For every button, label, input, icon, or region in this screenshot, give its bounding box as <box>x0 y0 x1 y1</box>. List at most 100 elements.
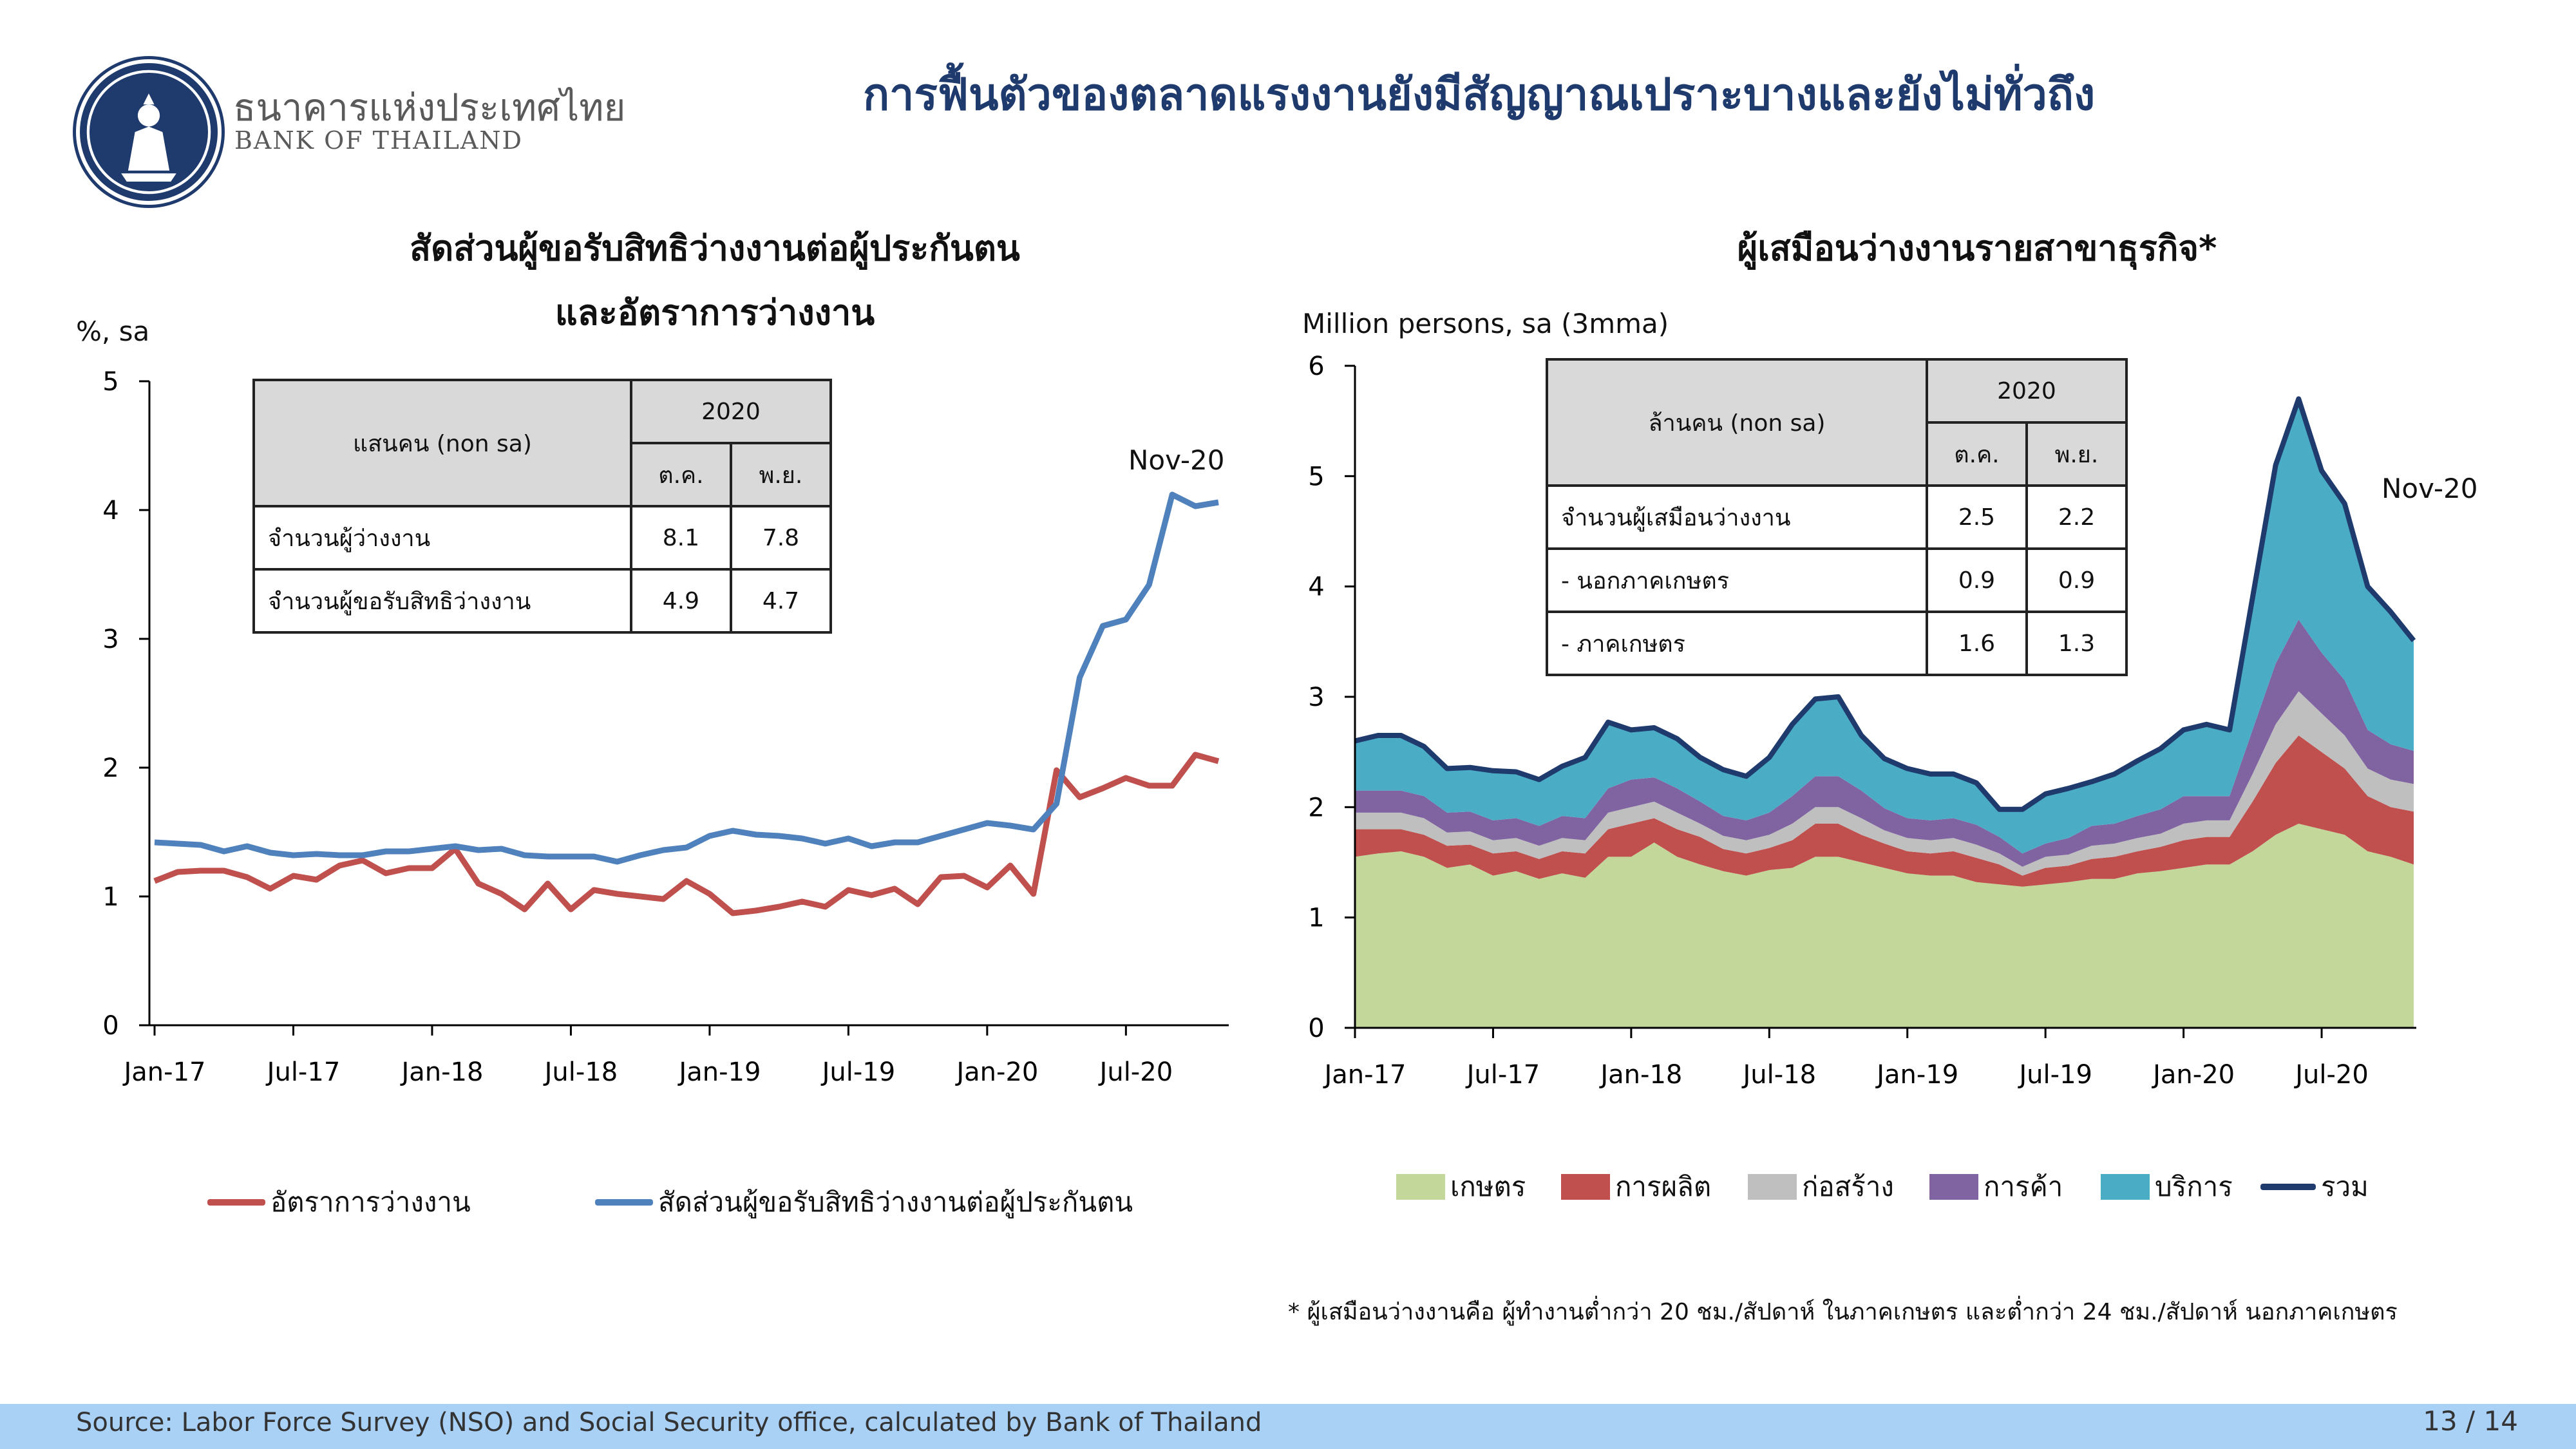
legend-label: บริการ <box>2155 1171 2233 1202</box>
x-tick-label: Jan-18 <box>399 1057 483 1087</box>
right-table-col-oct: ต.ค. <box>1925 421 2028 487</box>
footer-bar <box>0 1404 2576 1449</box>
table-row: จำนวนผู้เสมือนว่างงาน 2.5 2.2 <box>1546 484 2128 550</box>
x-tick-label: Jan-20 <box>2151 1060 2235 1090</box>
x-tick-label: Jul-18 <box>543 1057 618 1087</box>
footnote: * ผู้เสมือนว่างงานคือ ผู้ทำงานต่ำกว่า 20… <box>1288 1299 2398 1325</box>
left-table-cell: 7.8 <box>729 505 833 571</box>
legend-services: บริการ <box>2101 1166 2233 1208</box>
left-table-header-label: แสนคน (non sa) <box>252 379 632 507</box>
table-row: จำนวนผู้ว่างงาน 8.1 7.8 <box>252 505 833 571</box>
y-tick-label: 3 <box>1308 683 1324 712</box>
legend-swatch <box>1396 1174 1445 1200</box>
right-chart-title: ผู้เสมือนว่างงานรายสาขาธุรกิจ* <box>1737 228 2217 269</box>
legend-agriculture: เกษตร <box>1396 1166 1526 1208</box>
x-tick-label: Jul-18 <box>1741 1060 1817 1090</box>
legend-swatch <box>595 1199 653 1206</box>
left-table-col-oct: ต.ค. <box>629 442 732 507</box>
legend-trade: การค้า <box>1929 1166 2063 1208</box>
legend-label: อัตราการว่างงาน <box>270 1186 471 1218</box>
bank-name-thai: ธนาคารแห่งประเทศไทย <box>233 86 626 129</box>
legend-swatch <box>1748 1174 1797 1200</box>
right-table-header-label: ล้านคน (non sa) <box>1546 358 1928 487</box>
right-table-cell: 0.9 <box>2025 547 2128 613</box>
right-table-row-label: จำนวนผู้เสมือนว่างงาน <box>1546 484 1928 550</box>
x-tick-label: Jan-19 <box>1875 1060 1958 1090</box>
left-table-row-label: จำนวนผู้ว่างงาน <box>252 505 632 571</box>
right-table-row-label: - นอกภาคเกษตร <box>1546 547 1928 613</box>
x-tick-label: Jul-20 <box>2293 1060 2369 1090</box>
table-row: - นอกภาคเกษตร 0.9 0.9 <box>1546 547 2128 613</box>
x-tick-label: Jan-17 <box>122 1057 206 1087</box>
left-table-cell: 4.9 <box>629 568 732 634</box>
right-annotation-nov20: Nov-20 <box>2382 473 2478 504</box>
y-tick-label: 1 <box>1308 904 1324 933</box>
legend-construction: ก่อสร้าง <box>1748 1166 1894 1208</box>
page-number: 13 / 14 <box>2423 1405 2518 1437</box>
area-trade <box>1355 620 2414 867</box>
x-tick-label: Jan-17 <box>1323 1060 1406 1090</box>
y-tick-label: 6 <box>1308 352 1324 381</box>
left-table-col-nov: พ.ย. <box>729 442 833 507</box>
y-tick-label: 3 <box>102 625 118 654</box>
left-y-unit: %, sa <box>76 316 150 347</box>
y-tick-label: 2 <box>102 753 118 783</box>
legend-label: การค้า <box>1984 1171 2063 1202</box>
x-tick-label: Jul-19 <box>820 1057 896 1087</box>
series-unemployment-rate-line <box>153 752 1220 916</box>
y-tick-label: 5 <box>1308 462 1324 491</box>
legend-label: เกษตร <box>1450 1171 1526 1202</box>
left-chart-title-line2: และอัตราการว่างงาน <box>554 292 875 333</box>
x-tick-label: Jul-17 <box>265 1057 341 1087</box>
right-table-col-nov: พ.ย. <box>2025 421 2128 487</box>
y-tick-label: 0 <box>1308 1014 1324 1043</box>
y-tick-label: 4 <box>102 496 118 526</box>
right-table-year: 2020 <box>1925 358 2128 424</box>
legend-total: รวม <box>2260 1166 2369 1208</box>
right-y-unit: Million persons, sa (3mma) <box>1302 308 1669 339</box>
series-total-line <box>1354 396 2416 812</box>
legend-manufacturing: การผลิต <box>1561 1166 1711 1208</box>
left-table-row-label: จำนวนผู้ขอรับสิทธิว่างงาน <box>252 568 632 634</box>
right-info-table: ล้านคน (non sa) 2020 ต.ค. พ.ย. จำนวนผู้เ… <box>1546 358 2128 676</box>
source-note: Source: Labor Force Survey (NSO) and Soc… <box>76 1408 1262 1437</box>
legend-label: การผลิต <box>1615 1171 1712 1202</box>
legend-label: รวม <box>2321 1171 2369 1202</box>
legend-swatch <box>207 1199 265 1206</box>
y-tick-label: 0 <box>102 1011 118 1041</box>
left-info-table: แสนคน (non sa) 2020 ต.ค. พ.ย. จำนวนผู้ว่… <box>252 379 833 634</box>
left-table-year: 2020 <box>629 379 833 444</box>
x-tick-label: Jan-18 <box>1598 1060 1682 1090</box>
area-services <box>1355 399 2414 854</box>
y-tick-label: 2 <box>1308 793 1324 822</box>
left-table-cell: 4.7 <box>729 568 833 634</box>
series-claims-ratio-line <box>154 491 1219 865</box>
legend-label: ก่อสร้าง <box>1802 1171 1894 1202</box>
left-line-chart: 0 1 2 3 4 5 Jan-17 Jul-17 Jan-18 Jul-18 Jan-19 Jul-… <box>102 367 1229 1087</box>
right-table-row-label: - ภาคเกษตร <box>1546 611 1928 676</box>
table-row: จำนวนผู้ขอรับสิทธิว่างงาน 4.9 4.7 <box>252 568 833 634</box>
right-table-cell: 1.6 <box>1925 611 2028 676</box>
x-tick-label: Jul-20 <box>1098 1057 1173 1087</box>
left-table-cell: 8.1 <box>629 505 732 571</box>
page-title: การฟื้นตัวของตลาดแรงงานยังมีสัญญาณเปราะบ… <box>863 70 2096 120</box>
right-table-cell: 2.2 <box>2025 484 2128 550</box>
right-table-cell: 0.9 <box>1925 547 2028 613</box>
bank-emblem-icon <box>86 70 211 194</box>
y-tick-label: 4 <box>1308 573 1324 602</box>
legend-swatch <box>1561 1174 1610 1200</box>
table-row: - ภาคเกษตร 1.6 1.3 <box>1546 611 2128 676</box>
area-agriculture <box>1355 824 2414 1028</box>
legend-swatch <box>2260 1184 2316 1190</box>
y-tick-label: 5 <box>102 367 118 397</box>
legend-unemployment-rate: อัตราการว่างงาน <box>207 1181 471 1224</box>
x-tick-label: Jan-19 <box>677 1057 761 1087</box>
x-tick-label: Jul-19 <box>2017 1060 2092 1090</box>
x-tick-label: Jul-17 <box>1465 1060 1540 1090</box>
area-manufacturing <box>1355 735 2414 887</box>
bank-name-english: BANK OF THAILAND <box>234 126 524 155</box>
legend-label: สัดส่วนผู้ขอรับสิทธิว่างงานต่อผู้ประกันต… <box>658 1186 1133 1218</box>
area-construction <box>1355 691 2414 876</box>
y-tick-label: 1 <box>102 882 118 912</box>
x-tick-label: Jan-20 <box>954 1057 1038 1087</box>
